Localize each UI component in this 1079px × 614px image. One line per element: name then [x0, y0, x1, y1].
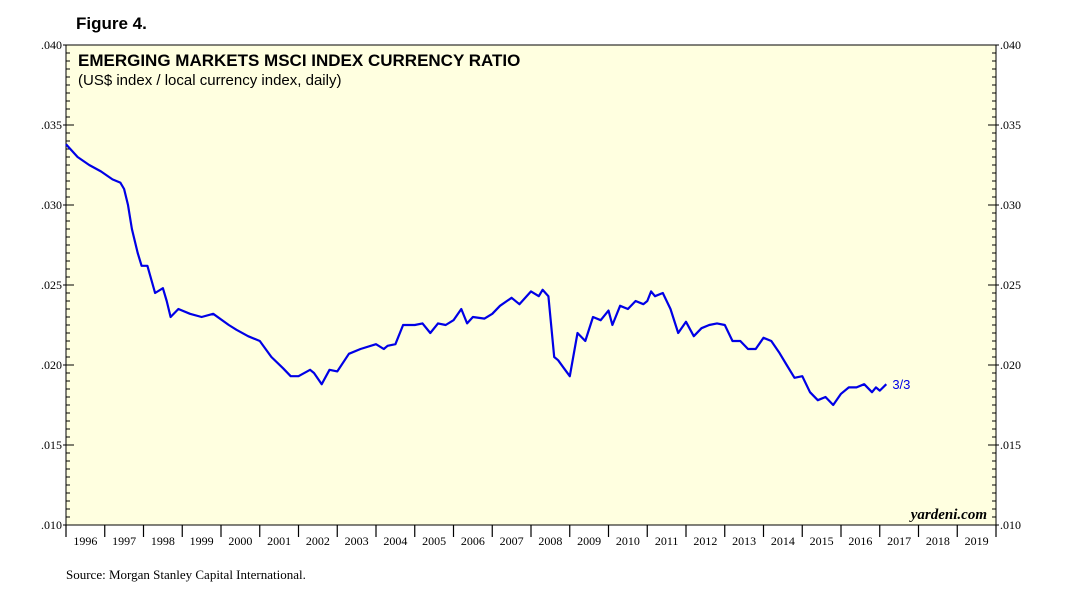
x-tick-label: 2005 [422, 534, 446, 548]
x-tick-label: 2007 [500, 534, 524, 548]
y-axis-left: .010 .015 .020 .025 .030 .035 .040 [41, 38, 74, 532]
x-tick-label: 2008 [538, 534, 562, 548]
x-tick-label: 2012 [693, 534, 717, 548]
last-value-label: 3/3 [892, 377, 910, 392]
y-tick-label-right: .025 [1000, 278, 1021, 292]
x-tick-label: 2006 [461, 534, 485, 548]
x-tick-label: 2013 [732, 534, 756, 548]
x-tick-label: 2002 [306, 534, 330, 548]
x-tick-label: 2018 [926, 534, 950, 548]
watermark: yardeni.com [909, 507, 987, 523]
source-note: Source: Morgan Stanley Capital Internati… [66, 567, 306, 582]
x-tick-label: 2001 [267, 534, 291, 548]
y-tick-label-left: .035 [41, 118, 62, 132]
y-tick-label-right: .020 [1000, 358, 1021, 372]
x-tick-label: 2010 [616, 534, 640, 548]
y-tick-label-left: .015 [41, 438, 62, 452]
x-tick-label: 1997 [112, 534, 136, 548]
x-tick-label: 1998 [151, 534, 175, 548]
x-tick-label: 2017 [887, 534, 911, 548]
y-tick-label-right: .030 [1000, 198, 1021, 212]
y-axis-right: .010 .015 .020 .025 .030 .035 .040 [988, 38, 1021, 532]
y-tick-label-right: .010 [1000, 518, 1021, 532]
chart-subtitle: (US$ index / local currency index, daily… [78, 72, 341, 89]
series-line [65, 143, 888, 407]
x-tick-label: 2011 [655, 534, 679, 548]
y-tick-label-right: .040 [1000, 38, 1021, 52]
x-tick-label: 2003 [345, 534, 369, 548]
x-tick-label: 1999 [190, 534, 214, 548]
x-tick-label: 2014 [771, 534, 795, 548]
chart-title: EMERGING MARKETS MSCI INDEX CURRENCY RAT… [78, 51, 520, 70]
y-tick-label-left: .020 [41, 358, 62, 372]
x-tick-label: 2000 [228, 534, 252, 548]
x-tick-label: 1996 [73, 534, 97, 548]
y-tick-label-left: .030 [41, 198, 62, 212]
y-tick-label-left: .010 [41, 518, 62, 532]
x-tick-label: 2015 [810, 534, 834, 548]
x-axis: 1996 1997 1998 1999 2000 2001 2002 2003 2004 2005… [65, 525, 997, 548]
y-tick-label-left: .040 [41, 38, 62, 52]
x-tick-label: 2009 [577, 534, 601, 548]
y-tick-label-right: .035 [1000, 118, 1021, 132]
y-tick-label-right: .015 [1000, 438, 1021, 452]
figure-label: Figure 4. [76, 14, 147, 33]
x-tick-label: 2016 [848, 534, 872, 548]
y-tick-label-left: .025 [41, 278, 62, 292]
x-tick-label: 2004 [383, 534, 407, 548]
plot-area [65, 44, 997, 526]
x-tick-label: 2019 [965, 534, 989, 548]
